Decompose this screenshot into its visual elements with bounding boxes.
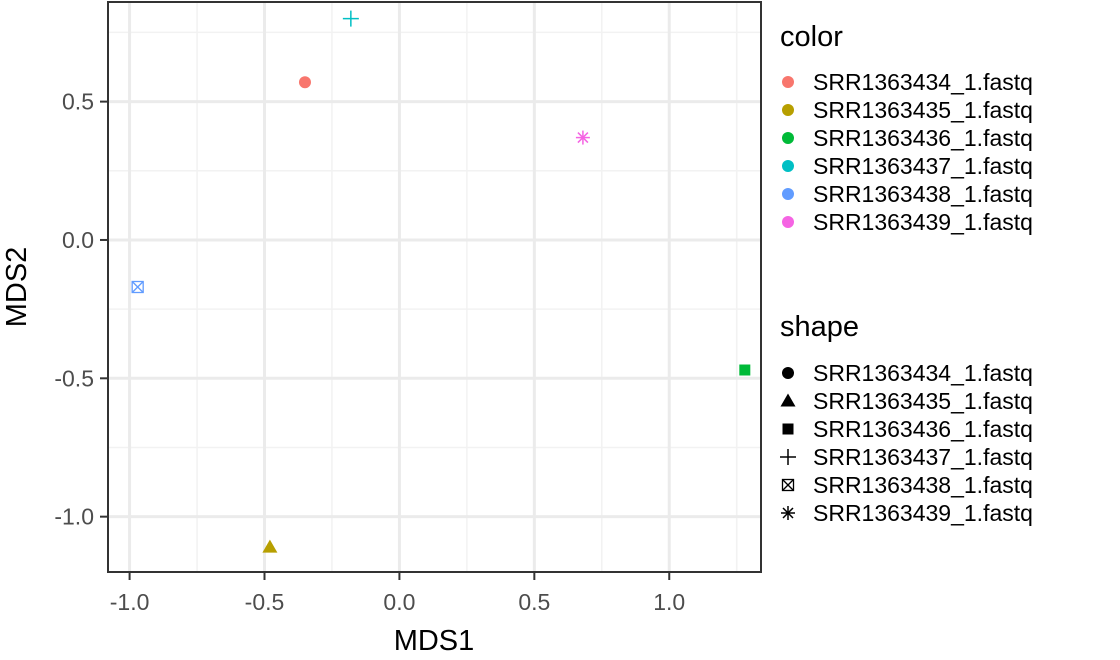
shape-legend-key bbox=[782, 367, 794, 379]
y-tick-label: 0.5 bbox=[62, 89, 94, 115]
x-tick-label: 0.0 bbox=[383, 589, 415, 615]
y-tick-label: -1.0 bbox=[54, 504, 94, 530]
y-tick-label: -0.5 bbox=[54, 365, 94, 391]
plot-border bbox=[107, 1, 762, 573]
data-point bbox=[298, 76, 311, 89]
color-legend-key bbox=[782, 160, 794, 172]
color-legend-key bbox=[782, 216, 794, 228]
y-tick-label: 0.0 bbox=[62, 227, 94, 253]
color-legend-key bbox=[782, 188, 794, 200]
shape-legend-title: shape bbox=[780, 311, 859, 343]
data-point bbox=[131, 280, 144, 294]
color-legend-title: color bbox=[780, 21, 843, 53]
shape-legend-label: SRR1363434_1.fastq bbox=[813, 360, 1033, 386]
data-point bbox=[262, 539, 278, 553]
color-legend-label: SRR1363439_1.fastq bbox=[813, 209, 1033, 235]
color-legend-label: SRR1363434_1.fastq bbox=[813, 69, 1033, 95]
shape-legend-key bbox=[780, 449, 796, 465]
minor-grid bbox=[108, 2, 761, 572]
y-axis-title: MDS2 bbox=[1, 247, 33, 328]
color-legend-label: SRR1363435_1.fastq bbox=[813, 97, 1033, 123]
shape-legend-key bbox=[781, 506, 795, 520]
plot-panel bbox=[108, 2, 761, 572]
shape-legend-key bbox=[781, 478, 795, 492]
data-points bbox=[131, 10, 751, 553]
data-point bbox=[342, 10, 359, 27]
x-tick-label: -1.0 bbox=[110, 589, 150, 615]
color-legend-label: SRR1363436_1.fastq bbox=[813, 125, 1033, 151]
x-tick-label: 0.5 bbox=[518, 589, 550, 615]
shape-legend-key bbox=[780, 393, 796, 407]
color-legend-label: SRR1363437_1.fastq bbox=[813, 153, 1033, 179]
data-point bbox=[739, 364, 751, 376]
color-legend-key bbox=[782, 132, 794, 144]
shape-legend-label: SRR1363435_1.fastq bbox=[813, 388, 1033, 414]
major-grid bbox=[108, 2, 761, 572]
data-point bbox=[575, 130, 590, 145]
shape-legend-label: SRR1363436_1.fastq bbox=[813, 416, 1033, 442]
color-legend: color SRR1363434_1.fastqSRR1363435_1.fas… bbox=[780, 21, 1033, 235]
shape-legend-label: SRR1363438_1.fastq bbox=[813, 472, 1033, 498]
color-legend-label: SRR1363438_1.fastq bbox=[813, 181, 1033, 207]
x-axis: -1.0 -0.5 0.0 0.5 1.0 bbox=[110, 572, 685, 615]
color-legend-key bbox=[782, 104, 794, 116]
x-axis-title: MDS1 bbox=[394, 625, 475, 657]
shape-legend: shape SRR1363434_1.fastqSRR1363435_1.fas… bbox=[780, 311, 1033, 526]
y-axis: -1.0 -0.5 0.0 0.5 bbox=[54, 89, 108, 530]
x-tick-label: 1.0 bbox=[653, 589, 685, 615]
shape-legend-label: SRR1363439_1.fastq bbox=[813, 500, 1033, 526]
shape-legend-label: SRR1363437_1.fastq bbox=[813, 444, 1033, 470]
color-legend-key bbox=[782, 76, 794, 88]
shape-legend-key bbox=[782, 423, 794, 435]
x-tick-label: -0.5 bbox=[245, 589, 285, 615]
